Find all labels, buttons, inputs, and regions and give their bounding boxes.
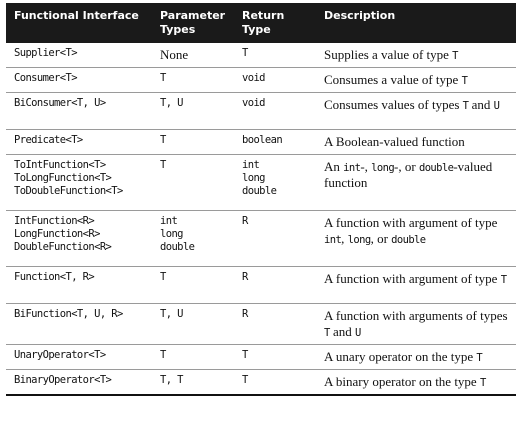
cell-return-type: void <box>234 67 316 93</box>
interface-name: UnaryOperator<T> <box>14 349 106 361</box>
cell-functional-interface: BinaryOperator<T> <box>6 369 152 396</box>
parameter-type: int <box>160 215 178 227</box>
cell-description: A function with argument of type int, lo… <box>316 210 516 267</box>
return-type: R <box>242 215 248 227</box>
parameter-type: T <box>160 134 166 146</box>
cell-parameter-types: T, T <box>152 369 234 396</box>
cell-parameter-types: T <box>152 154 234 211</box>
interface-name: BinaryOperator<T> <box>14 374 112 386</box>
table-row: BiFunction<T, U, R> T, U R A function with … <box>6 303 516 345</box>
parameter-type: long <box>160 228 183 240</box>
header-parameter-types-line2: Types <box>160 23 196 36</box>
parameter-type: T <box>160 72 166 84</box>
cell-description: A unary operator on the type T <box>316 344 516 370</box>
cell-functional-interface: Function<T, R> <box>6 266 152 304</box>
cell-return-type: R <box>234 266 316 304</box>
header-row: Functional Interface Parameter Types Ret… <box>6 3 516 43</box>
cell-description: An int-, long-, or double-valued functio… <box>316 154 516 211</box>
return-type: int <box>242 159 260 171</box>
return-type: R <box>242 308 248 320</box>
cell-functional-interface: Supplier<T> <box>6 43 152 68</box>
header-parameter-types: Parameter Types <box>152 3 234 43</box>
header-return-type: Return Type <box>242 9 285 36</box>
interface-name: BiFunction<T, U, R> <box>14 308 123 320</box>
cell-return-type: int long double <box>234 154 316 211</box>
table-row: Function<T, R> T R A function with argument… <box>6 266 516 304</box>
interface-name: ToIntFunction<T> <box>14 159 106 171</box>
cell-parameter-types: T <box>152 266 234 304</box>
cell-functional-interface: UnaryOperator<T> <box>6 344 152 370</box>
cell-functional-interface: IntFunction<R> LongFunction<R> DoubleFunct… <box>6 210 152 267</box>
table-header: Functional Interface Parameter Types Ret… <box>6 3 516 43</box>
parameter-type: T <box>160 271 166 283</box>
header-parameter-types-line1: Parameter <box>160 9 226 22</box>
interface-name: DoubleFunction<R> <box>14 241 112 253</box>
functional-interfaces-table: Functional Interface Parameter Types Ret… <box>6 3 516 396</box>
return-type: void <box>242 72 265 84</box>
table-row: Supplier<T> None T Supplies a value of type… <box>6 43 516 68</box>
interface-name: Consumer<T> <box>14 72 78 84</box>
header-functional-interface: Functional Interface <box>14 9 139 22</box>
cell-description: A function with argument of type T <box>316 266 516 304</box>
cell-functional-interface: Consumer<T> <box>6 67 152 93</box>
parameter-type: T, U <box>160 97 183 109</box>
interface-name: Function<T, R> <box>14 271 95 283</box>
interface-name: ToDoubleFunction<T> <box>14 185 123 197</box>
cell-description: Consumes values of types T and U <box>316 92 516 130</box>
return-type: double <box>242 185 277 197</box>
interface-name: Predicate<T> <box>14 134 83 146</box>
interface-name: BiConsumer<T, U> <box>14 97 106 109</box>
header-description: Description <box>324 9 396 22</box>
cell-return-type: R <box>234 303 316 345</box>
cell-functional-interface: BiFunction<T, U, R> <box>6 303 152 345</box>
return-type: T <box>242 374 248 386</box>
table-row: UnaryOperator<T> T T A unary operator on th… <box>6 344 516 370</box>
cell-functional-interface: BiConsumer<T, U> <box>6 92 152 130</box>
cell-parameter-types: None <box>152 43 234 68</box>
interface-name: ToLongFunction<T> <box>14 172 112 184</box>
table-row: BinaryOperator<T> T, T T A binary operator … <box>6 369 516 396</box>
cell-return-type: void <box>234 92 316 130</box>
return-type: R <box>242 271 248 283</box>
interface-name: IntFunction<R> <box>14 215 95 227</box>
cell-parameter-types: T <box>152 344 234 370</box>
return-type: T <box>242 349 248 361</box>
parameter-type: T <box>160 349 166 361</box>
cell-functional-interface: ToIntFunction<T> ToLongFunction<T> ToDoubl… <box>6 154 152 211</box>
table-body: Supplier<T> None T Supplies a value of type… <box>6 43 516 396</box>
return-type: void <box>242 97 265 109</box>
cell-parameter-types: int long double <box>152 210 234 267</box>
interface-name: LongFunction<R> <box>14 228 100 240</box>
cell-return-type: T <box>234 43 316 68</box>
table-row: BiConsumer<T, U> T, U void Consumes values … <box>6 92 516 130</box>
parameter-type: T, U <box>160 308 183 320</box>
cell-description: Consumes a value of type T <box>316 67 516 93</box>
interface-name: Supplier<T> <box>14 47 78 59</box>
cell-return-type: T <box>234 344 316 370</box>
cell-parameter-types: T <box>152 129 234 155</box>
cell-description: A function with arguments of types T and… <box>316 303 516 345</box>
parameter-type: double <box>160 241 195 253</box>
cell-description: Supplies a value of type T <box>316 43 516 68</box>
table-row: ToIntFunction<T> ToLongFunction<T> ToDoubl… <box>6 154 516 211</box>
return-type: T <box>242 47 248 59</box>
cell-description: A binary operator on the type T <box>316 369 516 396</box>
cell-description: A Boolean-valued function <box>316 129 516 155</box>
return-type: boolean <box>242 134 283 146</box>
parameter-type: None <box>160 47 189 62</box>
cell-return-type: R <box>234 210 316 267</box>
return-type: long <box>242 172 265 184</box>
parameter-type: T, T <box>160 374 183 386</box>
cell-return-type: boolean <box>234 129 316 155</box>
cell-parameter-types: T, U <box>152 92 234 130</box>
cell-return-type: T <box>234 369 316 396</box>
cell-functional-interface: Predicate<T> <box>6 129 152 155</box>
functional-interfaces-page: Functional Interface Parameter Types Ret… <box>6 3 516 396</box>
table-row: IntFunction<R> LongFunction<R> DoubleFunct… <box>6 210 516 267</box>
parameter-type: T <box>160 159 166 171</box>
cell-parameter-types: T, U <box>152 303 234 345</box>
cell-parameter-types: T <box>152 67 234 93</box>
